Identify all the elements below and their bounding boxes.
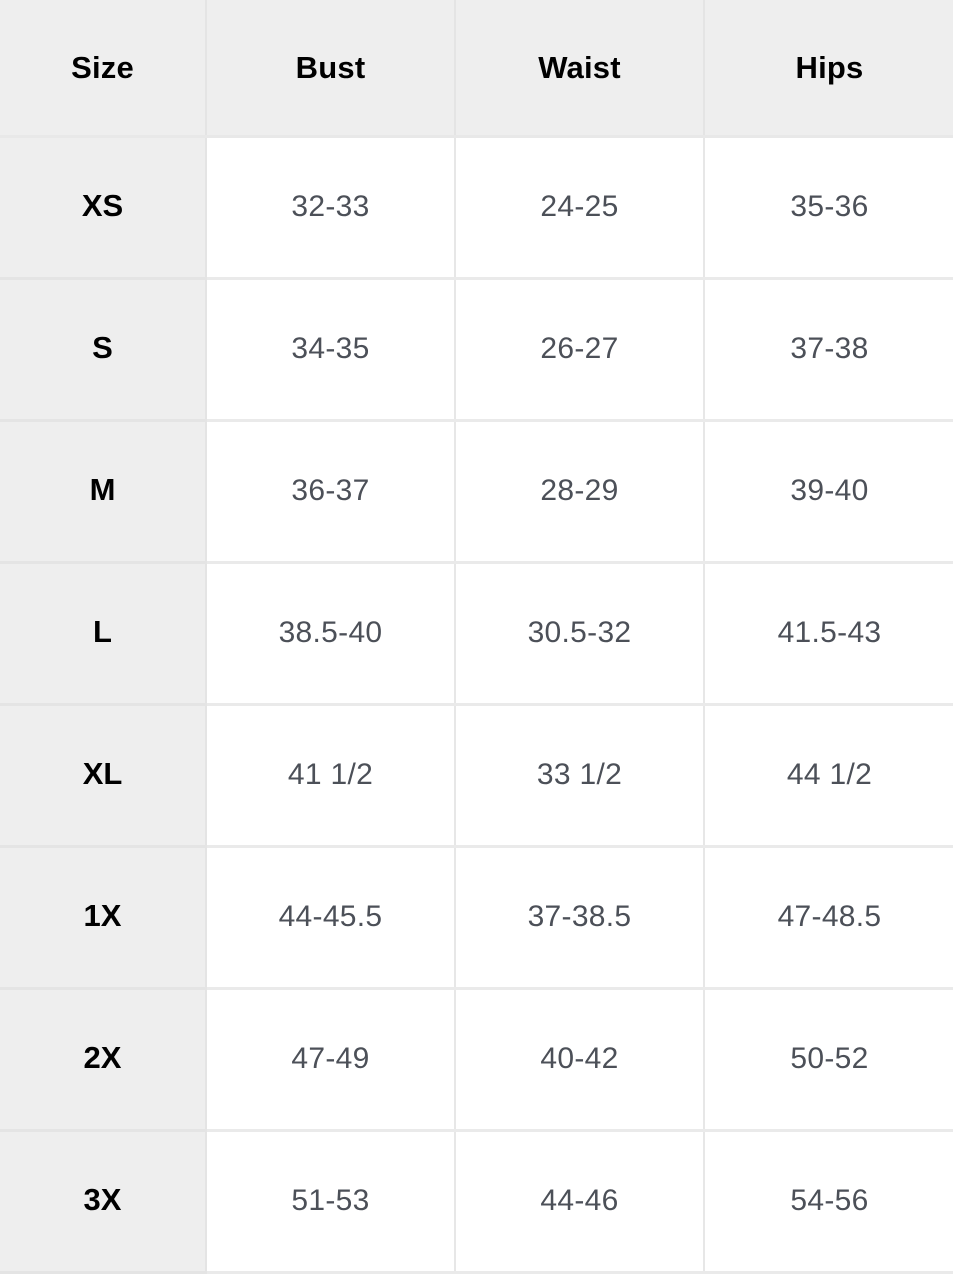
- bust-value-cell: 51-53: [206, 1130, 456, 1274]
- waist-value: 30.5-32: [527, 616, 632, 649]
- column-header-size: Size: [0, 0, 207, 138]
- size-label: M: [89, 472, 116, 507]
- table-row: M 36-37 28-29 39-40: [0, 420, 953, 564]
- size-label: XS: [81, 188, 124, 223]
- table-row: 2X 47-49 40-42 50-52: [0, 988, 953, 1132]
- hips-value-cell: 39-40: [704, 420, 953, 564]
- table-row: XS 32-33 24-25 35-36: [0, 136, 953, 280]
- table-row: 3X 51-53 44-46 54-56: [0, 1130, 953, 1274]
- table-row: L 38.5-40 30.5-32 41.5-43: [0, 562, 953, 706]
- size-label-cell: 1X: [0, 846, 207, 990]
- hips-value-cell: 37-38: [704, 278, 953, 422]
- size-label-cell: XS: [0, 136, 207, 280]
- size-label-cell: L: [0, 562, 207, 706]
- waist-value: 37-38.5: [527, 900, 632, 933]
- size-label-cell: 2X: [0, 988, 207, 1132]
- bust-value: 41 1/2: [287, 758, 374, 791]
- waist-value-cell: 40-42: [455, 988, 705, 1132]
- hips-value: 54-56: [790, 1184, 869, 1217]
- hips-value-cell: 41.5-43: [704, 562, 953, 706]
- table-row: S 34-35 26-27 37-38: [0, 278, 953, 422]
- hips-value: 50-52: [790, 1042, 869, 1075]
- waist-value-cell: 28-29: [455, 420, 705, 564]
- column-header-waist: Waist: [455, 0, 705, 138]
- size-label-cell: M: [0, 420, 207, 564]
- bust-value: 51-53: [291, 1184, 370, 1217]
- hips-value: 35-36: [790, 190, 869, 223]
- bust-value-cell: 34-35: [206, 278, 456, 422]
- bust-value: 32-33: [291, 190, 370, 223]
- waist-value-cell: 24-25: [455, 136, 705, 280]
- size-label: L: [93, 614, 112, 649]
- hips-value-cell: 54-56: [704, 1130, 953, 1274]
- hips-value-cell: 35-36: [704, 136, 953, 280]
- hips-value: 41.5-43: [777, 616, 882, 649]
- size-label: 2X: [83, 1040, 122, 1075]
- size-label: S: [92, 330, 113, 365]
- bust-value: 36-37: [291, 474, 370, 507]
- size-label: 3X: [83, 1182, 122, 1217]
- waist-value-cell: 37-38.5: [455, 846, 705, 990]
- column-header-hips: Hips: [704, 0, 953, 138]
- waist-value-cell: 26-27: [455, 278, 705, 422]
- waist-value: 44-46: [540, 1184, 619, 1217]
- hips-value: 47-48.5: [777, 900, 882, 933]
- hips-value-cell: 50-52: [704, 988, 953, 1132]
- bust-value: 34-35: [291, 332, 370, 365]
- bust-value-cell: 32-33: [206, 136, 456, 280]
- waist-value-cell: 30.5-32: [455, 562, 705, 706]
- hips-value-cell: 47-48.5: [704, 846, 953, 990]
- size-label-cell: S: [0, 278, 207, 422]
- hips-value: 44 1/2: [786, 758, 873, 791]
- bust-value-cell: 44-45.5: [206, 846, 456, 990]
- column-header-bust: Bust: [206, 0, 456, 138]
- waist-value: 40-42: [540, 1042, 619, 1075]
- waist-value: 28-29: [540, 474, 619, 507]
- hips-value: 37-38: [790, 332, 869, 365]
- size-label: XL: [82, 756, 123, 791]
- table-row: XL 41 1/2 33 1/2 44 1/2: [0, 704, 953, 848]
- waist-value-cell: 33 1/2: [455, 704, 705, 848]
- bust-value: 47-49: [291, 1042, 370, 1075]
- header-row: Size Bust Waist Hips: [0, 0, 953, 138]
- hips-value-cell: 44 1/2: [704, 704, 953, 848]
- table-header: Size Bust Waist Hips: [0, 0, 953, 138]
- bust-value-cell: 36-37: [206, 420, 456, 564]
- waist-value-cell: 44-46: [455, 1130, 705, 1274]
- bust-value: 44-45.5: [278, 900, 383, 933]
- size-label: 1X: [83, 898, 122, 933]
- bust-value-cell: 47-49: [206, 988, 456, 1132]
- size-label-cell: 3X: [0, 1130, 207, 1274]
- bust-value-cell: 38.5-40: [206, 562, 456, 706]
- table-row: 1X 44-45.5 37-38.5 47-48.5: [0, 846, 953, 990]
- waist-value: 33 1/2: [536, 758, 623, 791]
- bust-value-cell: 41 1/2: [206, 704, 456, 848]
- bust-value: 38.5-40: [278, 616, 383, 649]
- waist-value: 24-25: [540, 190, 619, 223]
- hips-value: 39-40: [790, 474, 869, 507]
- table-body: XS 32-33 24-25 35-36 S 34-35 26-27 37-38…: [0, 136, 953, 1274]
- size-label-cell: XL: [0, 704, 207, 848]
- waist-value: 26-27: [540, 332, 619, 365]
